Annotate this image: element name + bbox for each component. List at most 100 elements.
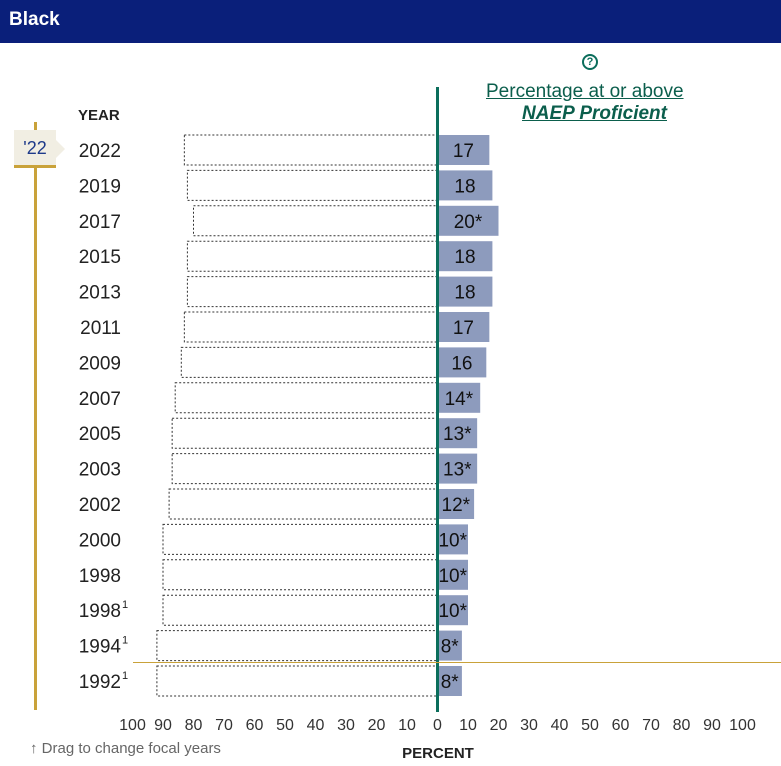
year-label[interactable]: 1998 — [79, 601, 121, 622]
bar-value-label: 17 — [453, 141, 474, 162]
proficient-bar[interactable] — [437, 382, 481, 413]
x-tick-label: 100 — [119, 717, 146, 734]
proficient-bar[interactable] — [437, 312, 490, 342]
year-label[interactable]: 2003 — [79, 460, 121, 481]
year-column-header: YEAR — [78, 107, 120, 124]
year-label[interactable]: 2019 — [79, 176, 121, 197]
year-label[interactable]: 1992 — [79, 672, 121, 693]
proficient-bar[interactable] — [437, 559, 469, 590]
bar-value-label: 13* — [443, 424, 472, 445]
year-label[interactable]: 2007 — [79, 389, 121, 410]
year-footnote-sup: 1 — [122, 670, 128, 682]
x-tick-label: 30 — [520, 717, 538, 734]
year-label[interactable]: 1994 — [79, 637, 122, 658]
drag-hint: ↑ Drag to change focal years — [30, 740, 221, 757]
x-tick-label: 10 — [398, 717, 416, 734]
x-axis-label: PERCENT — [402, 745, 474, 762]
year-footnote-sup: 1 — [122, 635, 128, 647]
below-level-bar — [168, 488, 438, 520]
bar-value-label: 16 — [451, 353, 472, 374]
bar-value-label: 20* — [454, 212, 483, 233]
x-tick-label: 40 — [551, 717, 569, 734]
proficient-bar[interactable] — [437, 418, 478, 449]
year-footnote-sup: 1 — [122, 599, 128, 611]
below-level-bar — [193, 205, 438, 237]
year-label[interactable]: 2002 — [79, 495, 121, 516]
below-level-bar — [171, 417, 438, 449]
x-tick-label: 20 — [368, 717, 386, 734]
below-level-bar — [162, 559, 438, 591]
below-level-bar — [156, 630, 438, 662]
x-tick-label: 100 — [729, 717, 756, 734]
year-label[interactable]: 2013 — [79, 283, 121, 304]
below-level-bar — [156, 665, 438, 697]
bar-value-label: 13* — [443, 460, 472, 481]
bar-value-label: 14* — [445, 389, 474, 410]
x-tick-label: 70 — [642, 717, 660, 734]
bar-value-label: 10* — [438, 601, 467, 622]
proficient-bar[interactable] — [437, 347, 487, 378]
help-circle-icon[interactable]: ? — [582, 54, 598, 70]
below-level-bar — [186, 276, 438, 308]
measure-link-level[interactable]: NAEP Proficient — [522, 103, 667, 124]
x-tick-label: 80 — [673, 717, 691, 734]
below-level-bar — [171, 453, 438, 485]
below-level-bar — [174, 382, 438, 414]
focal-year-handle[interactable]: '22 — [14, 130, 56, 168]
x-tick-label: 0 — [433, 717, 442, 734]
comparison-year-line[interactable] — [133, 662, 781, 663]
x-tick-label: 20 — [490, 717, 508, 734]
below-level-bar — [183, 134, 438, 166]
year-label[interactable]: 2022 — [79, 141, 121, 162]
x-tick-label: 10 — [459, 717, 477, 734]
bar-value-label: 18 — [454, 283, 475, 304]
below-level-bar — [180, 346, 439, 378]
proficient-bar[interactable] — [437, 241, 493, 272]
x-tick-label: 60 — [612, 717, 630, 734]
year-label[interactable]: 2005 — [79, 424, 121, 445]
proficient-bar[interactable] — [437, 276, 493, 307]
year-label[interactable]: 2015 — [79, 247, 121, 268]
year-label[interactable]: 1998 — [79, 566, 121, 587]
bar-value-label: 8* — [441, 672, 460, 693]
proficient-bar[interactable] — [437, 453, 478, 484]
x-tick-label: 30 — [337, 717, 355, 734]
proficient-bar[interactable] — [437, 205, 499, 236]
bar-value-label: 18 — [454, 247, 475, 268]
proficient-bar[interactable] — [437, 666, 462, 696]
bar-value-label: 18 — [454, 176, 475, 197]
below-level-bar — [183, 311, 438, 343]
x-tick-label: 60 — [246, 717, 264, 734]
bar-value-label: 10* — [438, 566, 467, 587]
bar-value-label: 8* — [441, 637, 460, 658]
bar-value-label: 17 — [453, 318, 474, 339]
x-tick-label: 80 — [185, 717, 203, 734]
x-tick-label: 70 — [215, 717, 233, 734]
year-label[interactable]: 2011 — [80, 318, 121, 339]
x-tick-label: 40 — [307, 717, 325, 734]
below-level-bar — [162, 523, 438, 555]
bar-value-label: 12* — [442, 495, 471, 516]
bar-value-label: 10* — [438, 530, 467, 551]
focal-tag-pointer — [56, 140, 65, 158]
x-tick-label: 50 — [276, 717, 294, 734]
proficient-bar[interactable] — [437, 524, 469, 555]
proficient-bar[interactable] — [437, 489, 475, 519]
x-tick-label: 50 — [581, 717, 599, 734]
below-level-bar — [186, 240, 438, 272]
year-label[interactable]: 2017 — [79, 212, 121, 233]
focal-year-slider-track[interactable] — [34, 122, 37, 710]
proficient-bar[interactable] — [437, 135, 490, 165]
x-tick-label: 90 — [703, 717, 721, 734]
header-title: Black — [9, 9, 60, 30]
proficient-bar[interactable] — [437, 595, 469, 626]
proficient-bar[interactable] — [437, 630, 462, 661]
below-level-bar — [162, 594, 438, 626]
below-level-bar — [186, 169, 438, 201]
year-label[interactable]: 2000 — [79, 530, 121, 551]
measure-link[interactable]: Percentage at or above — [486, 81, 684, 102]
x-tick-label: 90 — [154, 717, 172, 734]
proficient-bar[interactable] — [437, 170, 493, 201]
year-label[interactable]: 2009 — [79, 353, 121, 374]
